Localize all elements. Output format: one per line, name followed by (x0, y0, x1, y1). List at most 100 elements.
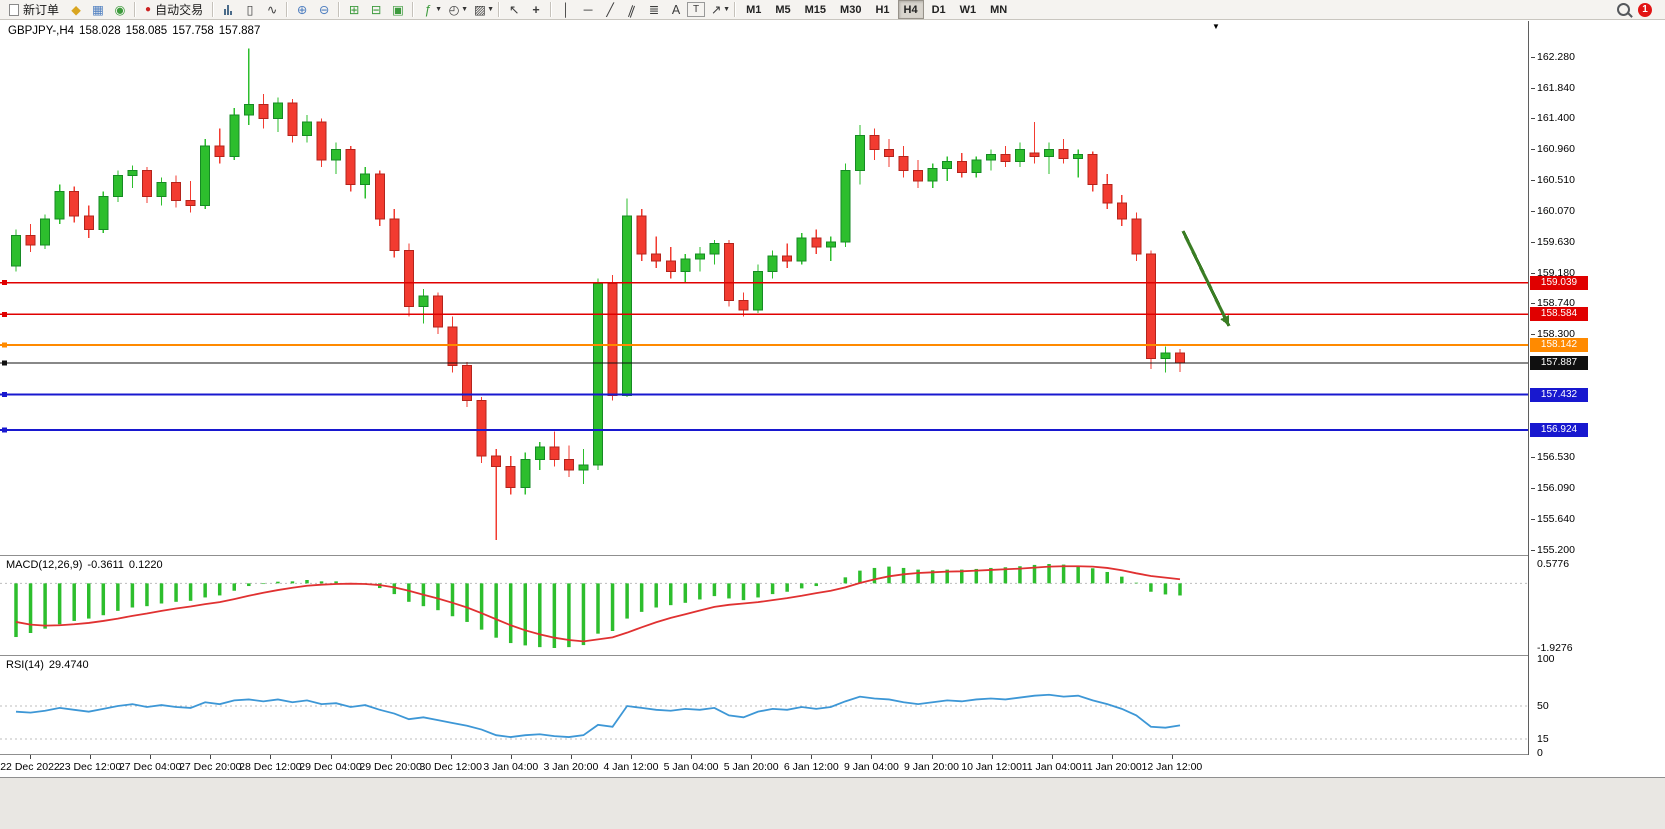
down-arrow-annotation[interactable] (1181, 230, 1231, 327)
vertical-line-icon[interactable]: │ (562, 2, 570, 17)
time-axis-tick (330, 755, 332, 759)
text-label-icon[interactable]: T (687, 2, 706, 17)
fibonacci-icon[interactable]: ≣ (648, 3, 660, 17)
time-axis-tick (1051, 755, 1053, 759)
time-axis-tick (1171, 755, 1173, 759)
templates-icon[interactable]: ▨ (474, 3, 486, 17)
toolbar-separator (212, 2, 215, 17)
macd-indicator-pane[interactable] (0, 556, 1528, 655)
toolbar-separator (734, 2, 737, 17)
toolbar-separator (338, 2, 341, 17)
timeframe-m30[interactable]: M30 (840, 3, 862, 16)
timeframes-dropdown-icon[interactable]: ▼ (461, 6, 469, 13)
toolbar-separator (498, 2, 501, 17)
candlestick-chart-icon[interactable]: ▯ (246, 3, 254, 17)
symbol-name: GBPJPY-,H4 (8, 25, 75, 37)
macd-name: MACD(12,26,9) (6, 559, 83, 571)
horizontal-line-icon[interactable]: ─ (583, 2, 593, 17)
notification-badge[interactable]: 1 (1638, 2, 1652, 17)
time-axis-label: 28 Dec 12:00 (239, 761, 302, 773)
rsi-axis-label: 100 (1537, 653, 1555, 665)
ohlc-low: 157.758 (172, 25, 214, 37)
cascade-windows-icon[interactable]: ⊟ (370, 3, 382, 17)
crosshair-icon[interactable]: + (532, 2, 540, 17)
price-axis-label: 158.300 (1531, 328, 1575, 341)
navigator-icon[interactable]: ◉ (114, 3, 126, 17)
price-tag: 157.887 (1530, 355, 1588, 370)
macd-main-value: -0.3611 (87, 559, 124, 571)
time-axis-tick (30, 755, 31, 759)
data-window-icon[interactable]: ▦ (92, 3, 104, 17)
time-axis-tick (931, 755, 933, 759)
window-separator (0, 777, 1665, 778)
timeframe-h1[interactable]: H1 (875, 3, 890, 16)
zoom-out-icon[interactable]: ⊖ (318, 3, 330, 17)
indicators-icon[interactable]: ƒ (424, 2, 432, 17)
trendline-icon[interactable]: ╱ (606, 3, 614, 17)
ohlc-open: 158.028 (79, 25, 121, 37)
cursor-icon[interactable]: ↖ (508, 3, 520, 17)
timeframe-mn[interactable]: MN (990, 3, 1008, 16)
arrange-windows-icon[interactable]: ▣ (392, 3, 404, 17)
time-axis-label: 6 Jan 12:00 (783, 761, 839, 773)
price-tag: 157.432 (1530, 387, 1588, 402)
time-axis-label: 29 Dec 20:00 (359, 761, 422, 773)
price-axis-label: 160.070 (1531, 204, 1575, 217)
main-chart[interactable] (0, 21, 1528, 555)
pane-separator[interactable] (0, 655, 1665, 656)
price-axis-label: 162.280 (1531, 50, 1575, 63)
time-axis-label: 11 Jan 20:00 (1081, 761, 1142, 773)
rsi-name: RSI(14) (6, 659, 44, 671)
macd-histogram (14, 563, 1182, 649)
timeframe-w1[interactable]: W1 (959, 3, 977, 16)
horizontal-level-lines[interactable] (0, 280, 1528, 433)
candlesticks (11, 48, 1185, 541)
indicators-dropdown-icon[interactable]: ▼ (435, 6, 443, 13)
timeframe-m5[interactable]: M5 (775, 3, 791, 16)
time-axis-tick (510, 755, 512, 759)
time-axis-label: 3 Jan 20:00 (543, 761, 599, 773)
chart-shift-marker[interactable]: ▼ (1212, 22, 1220, 31)
time-axis-tick (570, 755, 572, 759)
toolbar-separator (134, 2, 137, 17)
timeframe-h4[interactable]: H4 (897, 0, 924, 19)
timeframe-m15[interactable]: M15 (804, 3, 827, 16)
tile-windows-icon[interactable]: ⊞ (348, 3, 360, 17)
time-axis-tick (390, 755, 392, 759)
time-axis-tick (631, 755, 632, 759)
price-axis[interactable]: 162.280 161.840 161.400 160.960 160.510 160.0… (1528, 21, 1665, 759)
text-icon[interactable]: A (671, 2, 681, 17)
autotrade-button[interactable]: ● 自动交易 (139, 1, 209, 19)
channel-icon[interactable]: ∥ (626, 2, 638, 18)
time-axis-label: 4 Jan 12:00 (603, 761, 659, 773)
rsi-indicator-pane[interactable] (0, 656, 1528, 754)
macd-signal-line (15, 565, 1181, 643)
toolbar-separator (412, 2, 415, 17)
new-order-button[interactable]: 新订单 (3, 1, 65, 19)
price-axis-label: 161.840 (1531, 81, 1575, 94)
time-axis-tick (871, 755, 873, 759)
time-axis-label: 9 Jan 04:00 (843, 761, 899, 773)
zoom-in-icon[interactable]: ⊕ (296, 3, 308, 17)
timeframes-clock-icon[interactable]: ◴ (448, 3, 460, 17)
bar-chart-icon[interactable] (217, 1, 239, 19)
price-axis-label: 160.960 (1531, 142, 1575, 155)
price-tag: 156.924 (1530, 422, 1588, 437)
templates-dropdown-icon[interactable]: ▼ (487, 6, 495, 13)
timeframe-m1[interactable]: M1 (746, 3, 762, 16)
macd-axis-label: 0.5776 (1537, 557, 1570, 570)
pane-separator[interactable] (0, 555, 1665, 556)
timeframe-d1[interactable]: D1 (931, 3, 946, 16)
line-chart-icon[interactable]: ∿ (266, 3, 278, 17)
shapes-dropdown-icon[interactable]: ▼ (723, 6, 731, 13)
toolbar-right-cluster: 1 (1617, 2, 1652, 17)
time-axis-label: 29 Dec 04:00 (299, 761, 362, 773)
price-tag: 158.142 (1530, 338, 1588, 353)
time-axis[interactable]: 22 Dec 2022 23 Dec 12:00 27 Dec 04:00 27 De… (0, 755, 1665, 777)
market-watch-icon[interactable]: ◆ (71, 3, 81, 17)
search-icon[interactable] (1617, 3, 1630, 16)
price-tag: 159.039 (1530, 275, 1588, 290)
time-axis-tick (270, 755, 272, 759)
arrows-shapes-icon[interactable]: ↗ (710, 3, 722, 17)
